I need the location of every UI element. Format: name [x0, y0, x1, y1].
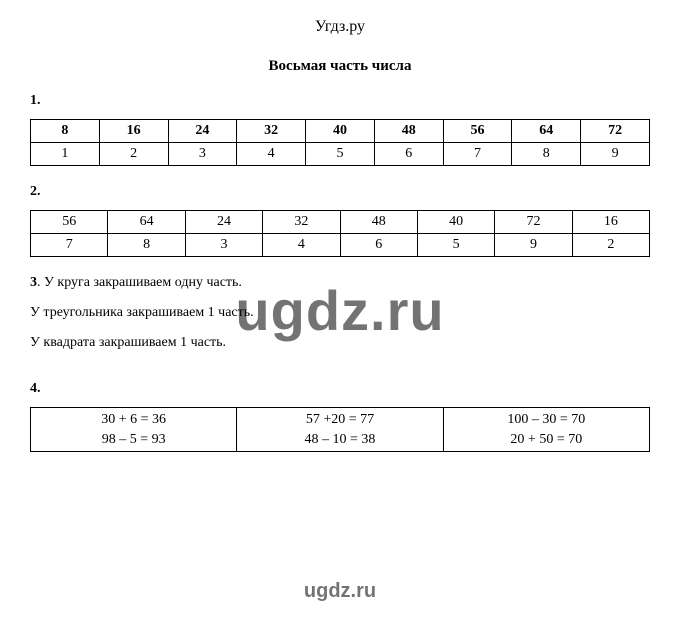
table-cell: 56	[31, 211, 108, 234]
table-cell: 24	[185, 211, 262, 234]
table-cell: 2	[99, 143, 168, 166]
watermark-small: ugdz.ru	[304, 580, 376, 603]
equation: 20 + 50 = 70	[444, 430, 649, 450]
table-cell: 100 – 30 = 70 20 + 50 = 70	[443, 408, 649, 452]
table-cell: 40	[306, 120, 375, 143]
table-cell: 57 +20 = 77 48 – 10 = 38	[237, 408, 443, 452]
q3-line-3: У квадрата закрашиваем 1 часть.	[30, 335, 650, 351]
equation: 48 – 10 = 38	[237, 430, 442, 450]
table-cell: 8	[31, 120, 100, 143]
table-cell: 48	[374, 120, 443, 143]
table-1: 8 16 24 32 40 48 56 64 72 1 2 3 4 5 6 7 …	[30, 119, 650, 166]
table-cell: 4	[237, 143, 306, 166]
equation: 30 + 6 = 36	[31, 410, 236, 430]
table-cell: 24	[168, 120, 237, 143]
question-3-block: 3. У круга закрашиваем одну часть. У тре…	[30, 275, 650, 351]
table-cell: 40	[417, 211, 494, 234]
equation: 98 – 5 = 93	[31, 430, 236, 450]
question-4-number: 4.	[30, 381, 650, 397]
table-cell: 3	[185, 234, 262, 257]
table-cell: 1	[31, 143, 100, 166]
table-cell: 64	[512, 120, 581, 143]
table-cell: 2	[572, 234, 649, 257]
q3-line-2: У треугольника закрашиваем 1 часть.	[30, 305, 650, 321]
table-cell: 8	[108, 234, 185, 257]
table-cell: 9	[495, 234, 572, 257]
table-cell: 4	[263, 234, 340, 257]
page-title: Восьмая часть числа	[30, 58, 650, 75]
table-cell: 8	[512, 143, 581, 166]
table-cell: 16	[99, 120, 168, 143]
table-cell: 32	[263, 211, 340, 234]
table-cell: 72	[581, 120, 650, 143]
equation: 100 – 30 = 70	[444, 410, 649, 430]
q3-line-1: . У круга закрашиваем одну часть.	[37, 275, 242, 290]
table-2: 56 64 24 32 48 40 72 16 7 8 3 4 6 5 9 2	[30, 210, 650, 257]
table-cell: 6	[374, 143, 443, 166]
table-cell: 30 + 6 = 36 98 – 5 = 93	[31, 408, 237, 452]
table-cell: 5	[306, 143, 375, 166]
table-cell: 48	[340, 211, 417, 234]
table-4: 30 + 6 = 36 98 – 5 = 93 57 +20 = 77 48 –…	[30, 407, 650, 452]
table-cell: 56	[443, 120, 512, 143]
site-header: Угдз.ру	[30, 18, 650, 36]
table-cell: 64	[108, 211, 185, 234]
table-cell: 16	[572, 211, 649, 234]
table-cell: 32	[237, 120, 306, 143]
table-cell: 7	[443, 143, 512, 166]
equation: 57 +20 = 77	[237, 410, 442, 430]
table-cell: 3	[168, 143, 237, 166]
question-1-number: 1.	[30, 93, 650, 109]
table-cell: 6	[340, 234, 417, 257]
table-cell: 5	[417, 234, 494, 257]
table-cell: 7	[31, 234, 108, 257]
table-cell: 72	[495, 211, 572, 234]
table-cell: 9	[581, 143, 650, 166]
question-2-number: 2.	[30, 184, 650, 200]
question-3-number: 3	[30, 275, 37, 291]
